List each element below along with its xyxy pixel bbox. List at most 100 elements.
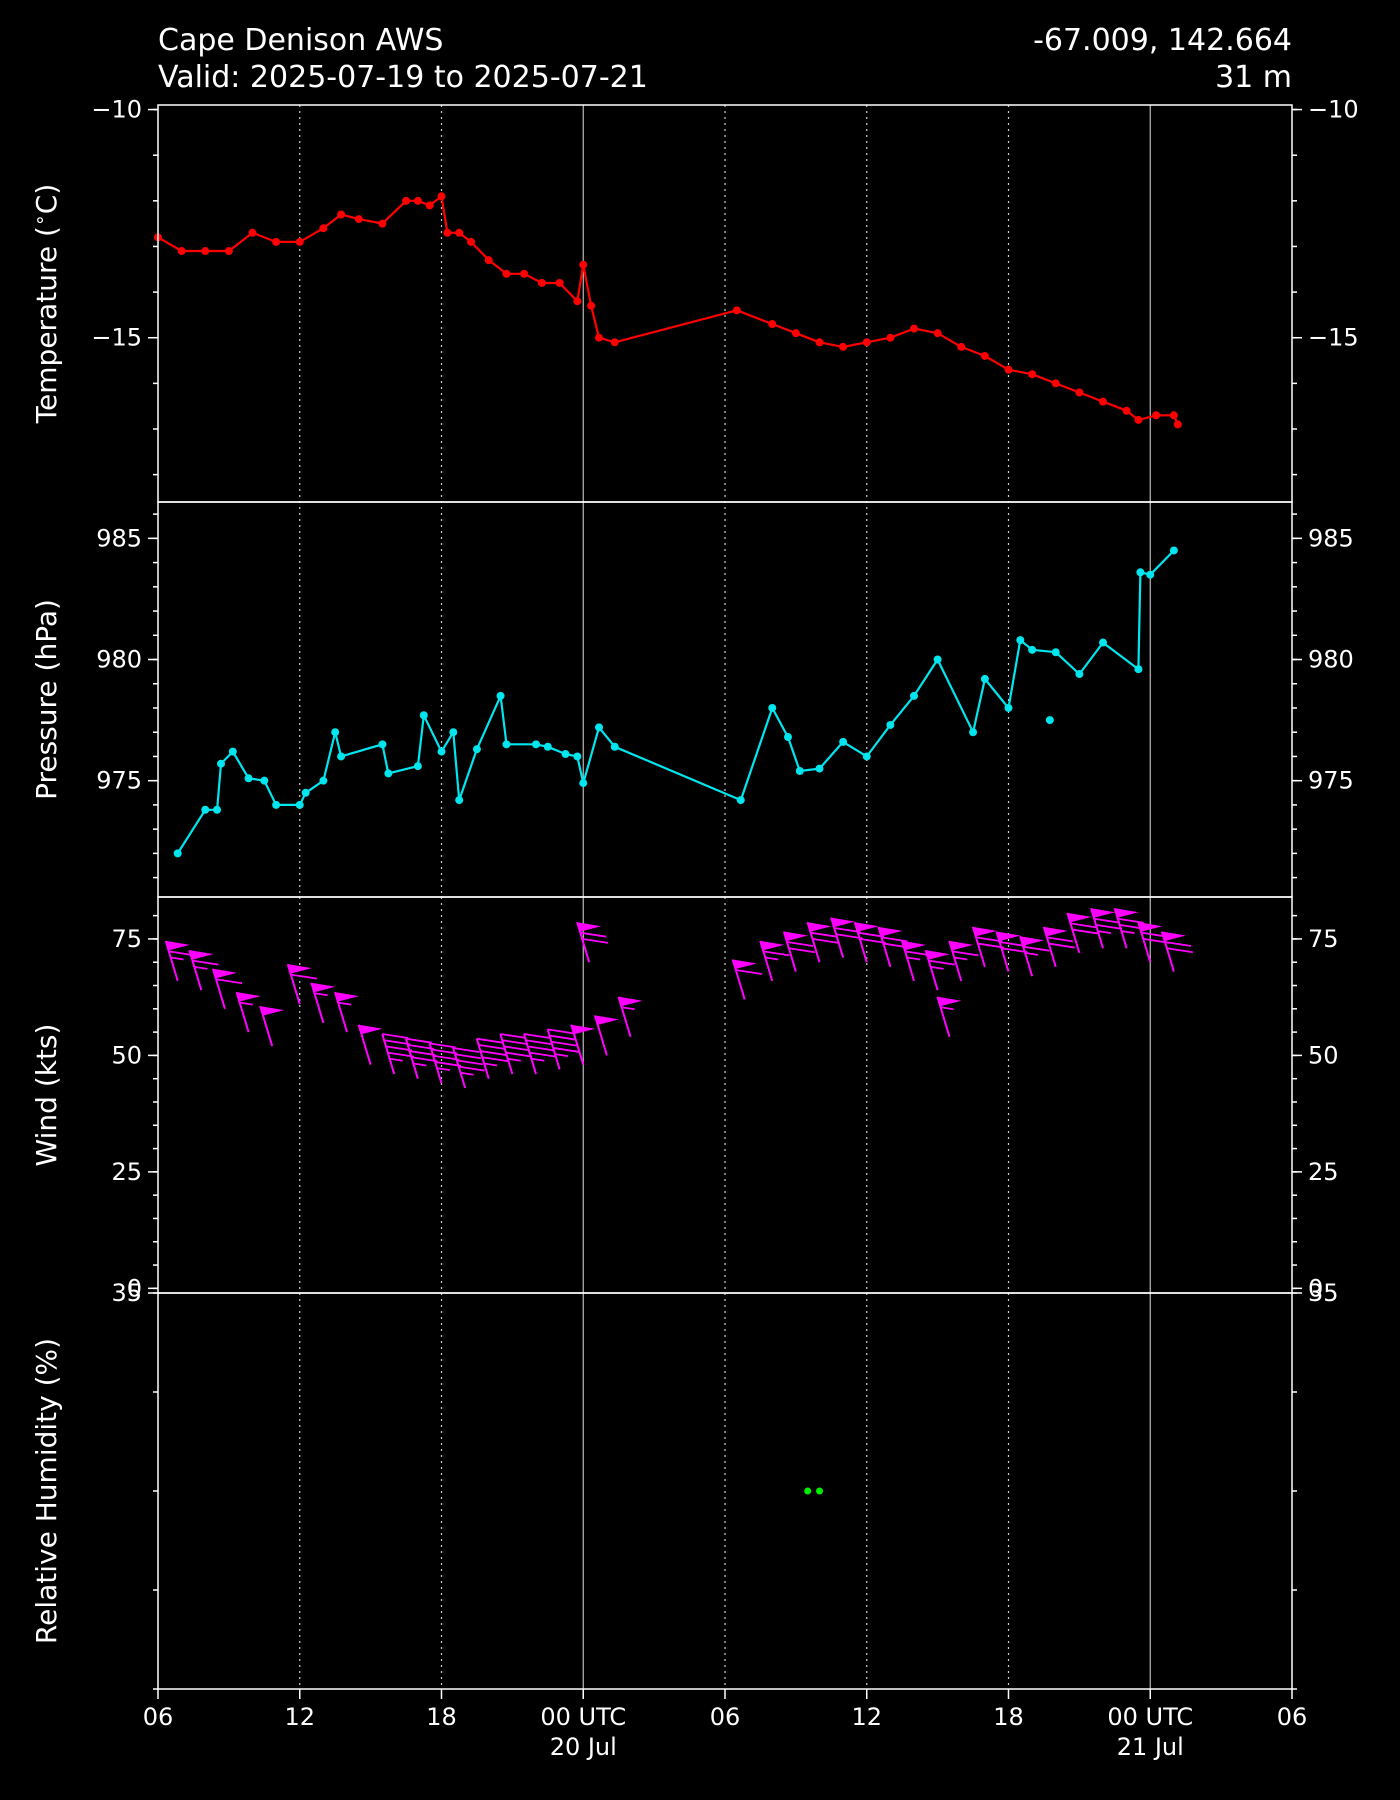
- wind-barb-staff: [1066, 912, 1081, 954]
- pressure-data-point: [217, 759, 225, 768]
- wind-ytick-label-right: 0: [1308, 1274, 1323, 1302]
- wind-barb-flag: [732, 959, 757, 970]
- wind-barb-full: [434, 1061, 462, 1067]
- wind-barb: [1042, 926, 1075, 968]
- wind-barb-staff: [1113, 907, 1128, 949]
- wind-barb-flag: [1161, 931, 1186, 942]
- wind-barb-full: [549, 1034, 576, 1041]
- wind-barb-half: [436, 1067, 451, 1072]
- pressure-data-point: [437, 747, 446, 756]
- wind-barb: [731, 959, 762, 1000]
- wind-barb-full: [928, 959, 955, 966]
- temperature-data-point: [1169, 411, 1178, 420]
- temperature-data-point: [1099, 397, 1107, 406]
- pressure-axis-label: Pressure (hPa): [30, 599, 63, 800]
- pressure-data-point: [244, 774, 253, 783]
- pressure-data-point: [496, 691, 505, 700]
- wind-barb-flag: [937, 996, 962, 1007]
- wind-barb-flag: [807, 922, 832, 932]
- wind-barb-full: [1001, 947, 1028, 954]
- wind-barb-full: [1094, 917, 1121, 924]
- temperature-data-point: [337, 210, 346, 219]
- wind-barb-full: [1166, 947, 1194, 954]
- temperature-data-point: [791, 329, 800, 338]
- temperature-data-point: [732, 306, 741, 315]
- station-name: Cape Denison AWS: [158, 23, 443, 58]
- wind-barb-flag: [1020, 936, 1045, 946]
- chart-header: Cape Denison AWS Valid: 2025-07-19 to 20…: [158, 23, 1292, 95]
- wind-barb-full: [429, 1042, 456, 1049]
- wind-barb-full: [405, 1037, 433, 1044]
- humidity-panel: 35 35 Relative Humidity (%): [30, 1279, 1339, 1690]
- wind-barb-flag: [783, 931, 808, 942]
- wind-barb-full: [857, 931, 885, 938]
- wind-barb-full: [859, 938, 886, 944]
- humidity-axis-label: Relative Humidity (%): [30, 1338, 63, 1644]
- pressure-data-point: [1099, 638, 1107, 647]
- temperature-data-point: [520, 269, 529, 278]
- temperature-data-point: [957, 342, 966, 351]
- temperature-data-point: [815, 338, 824, 347]
- wind-barb-flag: [212, 968, 237, 979]
- pressure-data-point: [532, 740, 540, 749]
- wind-barb-staff: [1042, 926, 1057, 968]
- x-tick-label: 06: [710, 1703, 741, 1731]
- wind-barb-full: [1023, 945, 1050, 952]
- wind-barb-full: [480, 1050, 507, 1056]
- wind-barb-full: [433, 1054, 460, 1061]
- wind-barb-half: [930, 965, 944, 970]
- pressure-data-point: [736, 796, 745, 805]
- pressure-ytick-label-right: 980: [1308, 646, 1354, 674]
- wind-barb-full: [385, 1045, 413, 1052]
- wind-barb-full: [1048, 942, 1075, 949]
- wind-barb: [404, 1037, 438, 1079]
- wind-barb: [995, 931, 1028, 972]
- temperature-data-point: [886, 333, 895, 342]
- wind-axis-label: Wind (kts): [30, 1024, 63, 1167]
- wind-barb-half: [1024, 951, 1039, 956]
- pressure-data-point: [173, 849, 182, 858]
- wind-barb-flag: [594, 1015, 619, 1025]
- wind-barb-full: [1046, 936, 1074, 943]
- wind-barb: [830, 917, 863, 958]
- wind-barb: [1160, 931, 1194, 972]
- pressure-data-point: [1169, 546, 1178, 555]
- pressure-ytick-label-left: 975: [96, 767, 142, 795]
- pressure-data-point: [862, 752, 871, 761]
- temperature-data-point: [587, 301, 596, 310]
- wind-barb-staff: [235, 991, 250, 1033]
- temperature-data-point: [579, 260, 588, 269]
- temperature-data-point: [1152, 411, 1161, 420]
- pressure-data-point: [1045, 716, 1054, 725]
- x-tick-label: 06: [1277, 1703, 1308, 1731]
- temperature-data-point: [502, 269, 511, 278]
- temperature-data-point: [177, 247, 186, 256]
- pressure-data-point: [384, 769, 393, 778]
- wind-barb: [901, 940, 932, 982]
- pressure-panel: 975 975 980 980 985 985 Pressure (hPa): [30, 501, 1354, 898]
- wind-barb-half: [765, 956, 779, 961]
- pressure-data-point: [413, 762, 422, 771]
- wind-barb-full: [387, 1051, 414, 1058]
- wind-barb-staff: [188, 949, 203, 991]
- wind-barb-half: [531, 1057, 545, 1062]
- pressure-data-point: [201, 805, 210, 814]
- temperature-data-point: [933, 329, 942, 338]
- wind-barb-flag: [925, 950, 950, 960]
- temperature-data-point: [248, 228, 257, 237]
- wind-barb-full: [409, 1050, 436, 1056]
- valid-range: Valid: 2025-07-19 to 2025-07-21: [158, 60, 648, 95]
- wind-barb-flag: [311, 982, 336, 993]
- wind-barb-staff: [1137, 921, 1152, 963]
- temperature-data-point: [839, 342, 848, 351]
- wind-ytick-label-right: 25: [1308, 1158, 1339, 1186]
- wind-barb-full: [452, 1047, 480, 1053]
- wind-barb: [259, 1005, 285, 1047]
- temperature-ytick-label-left: −10: [91, 96, 142, 124]
- wind-barb-staff: [211, 968, 226, 1010]
- temperature-data-point: [467, 237, 476, 246]
- wind-barb: [971, 926, 1005, 968]
- wind-barb-flag: [618, 996, 643, 1007]
- wind-barb-flag: [571, 1024, 596, 1035]
